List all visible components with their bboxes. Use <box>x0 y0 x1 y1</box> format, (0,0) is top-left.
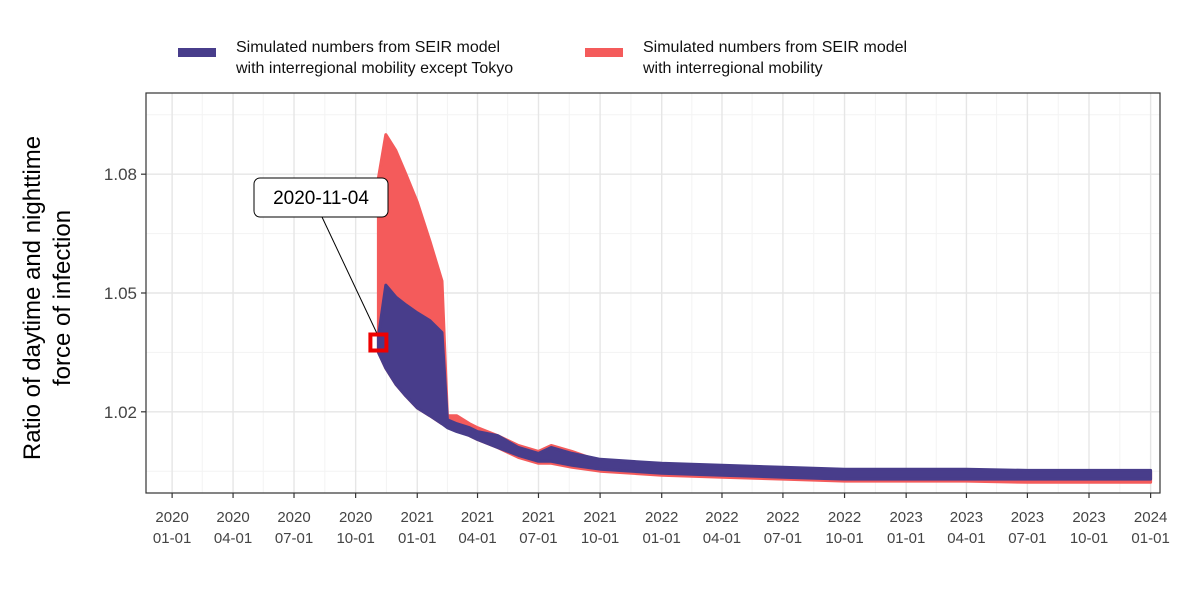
x-tick-label-monthday: 01-01 <box>398 530 436 547</box>
x-tick-label-monthday: 07-01 <box>275 530 313 547</box>
legend: Simulated numbers from SEIR model with i… <box>178 39 907 77</box>
y-axis-ticks: 1.02 1.05 1.08 <box>104 165 146 422</box>
x-tick-label-year: 2024 <box>1134 509 1167 526</box>
x-tick-label-year: 2020 <box>277 509 310 526</box>
x-tick-label-year: 2021 <box>461 509 494 526</box>
x-tick-label-year: 2022 <box>828 509 861 526</box>
x-tick-label-monthday: 01-01 <box>887 530 925 547</box>
x-tick-label-year: 2021 <box>583 509 616 526</box>
legend-swatch-except-tokyo <box>178 48 216 57</box>
legend-item-except-tokyo: Simulated numbers from SEIR model with i… <box>178 39 513 77</box>
x-tick-label-monthday: 04-01 <box>703 530 741 547</box>
legend-label-except-tokyo-line1: Simulated numbers from SEIR model <box>236 39 500 56</box>
y-tick-label: 1.02 <box>104 403 137 422</box>
x-tick-label-year: 2022 <box>705 509 738 526</box>
x-tick-label-year: 2023 <box>889 509 922 526</box>
x-tick-label-year: 2020 <box>155 509 188 526</box>
annotation: 2020-11-04 <box>253 177 389 353</box>
y-axis-title-line2: force of infection <box>49 210 76 386</box>
x-tick-label-monthday: 07-01 <box>764 530 802 547</box>
x-tick-label-monthday: 10-01 <box>581 530 619 547</box>
legend-swatch-all-regions <box>585 48 623 57</box>
x-tick-label-year: 2023 <box>1072 509 1105 526</box>
x-tick-label-year: 2021 <box>401 509 434 526</box>
y-axis-title-line1: Ratio of daytime and nighttime <box>19 136 46 460</box>
x-tick-label-year: 2020 <box>339 509 372 526</box>
legend-label-except-tokyo-line2: with interregional mobility except Tokyo <box>235 60 513 77</box>
x-tick-label-year: 2023 <box>1011 509 1044 526</box>
y-tick-label: 1.08 <box>104 165 137 184</box>
x-tick-label-monthday: 04-01 <box>458 530 496 547</box>
x-axis-ticks: 2020 01-01 2020 04-01 2020 07-01 2020 10-01 2021… <box>153 493 1170 547</box>
x-tick-label-monthday: 01-01 <box>1131 530 1169 547</box>
legend-label-all-regions-line1: Simulated numbers from SEIR model <box>643 39 907 56</box>
annotation-leader-line <box>321 216 379 337</box>
x-tick-label-year: 2020 <box>216 509 249 526</box>
x-tick-label-monthday: 01-01 <box>643 530 681 547</box>
x-tick-label-monthday: 10-01 <box>825 530 863 547</box>
x-tick-label-year: 2021 <box>522 509 555 526</box>
legend-item-all-regions: Simulated numbers from SEIR model with i… <box>585 39 907 77</box>
x-tick-label-year: 2023 <box>950 509 983 526</box>
y-tick-label: 1.05 <box>104 284 137 303</box>
series-layer <box>376 133 1153 484</box>
y-axis-title: Ratio of daytime and nighttime force of … <box>19 136 76 460</box>
x-tick-label-year: 2022 <box>766 509 799 526</box>
x-tick-label-monthday: 04-01 <box>947 530 985 547</box>
x-tick-label-monthday: 04-01 <box>214 530 252 547</box>
x-tick-label-monthday: 10-01 <box>336 530 374 547</box>
x-tick-label-monthday: 07-01 <box>519 530 557 547</box>
legend-label-all-regions-line2: with interregional mobility <box>642 60 823 77</box>
x-tick-label-monthday: 10-01 <box>1070 530 1108 547</box>
x-tick-label-year: 2022 <box>645 509 678 526</box>
annotation-label: 2020-11-04 <box>273 188 369 209</box>
x-tick-label-monthday: 01-01 <box>153 530 191 547</box>
series-band-1 <box>376 283 1153 481</box>
annotation-highlight-box <box>368 332 389 353</box>
x-tick-label-monthday: 07-01 <box>1008 530 1046 547</box>
annotation-label-box <box>253 177 389 218</box>
